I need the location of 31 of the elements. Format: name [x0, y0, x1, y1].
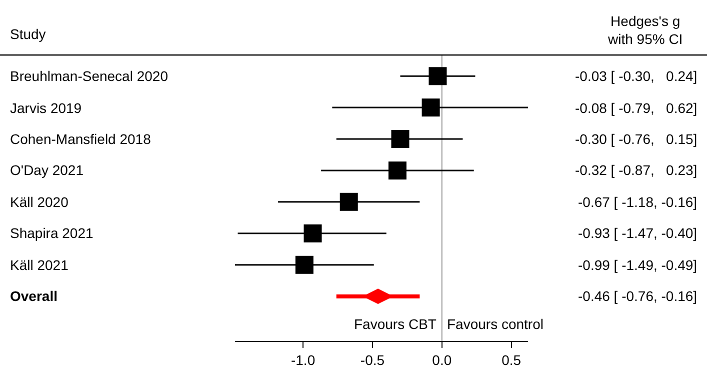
point — [388, 161, 406, 180]
annotation: Favours control — [447, 316, 544, 332]
x-tick-label: -1.0 — [290, 352, 316, 368]
y-tick-label: Breuhlman-Senecal 2020 — [10, 68, 168, 84]
text: -0.03 [ -0.30, 0.24] — [575, 68, 698, 84]
y-axis-title: Study — [10, 26, 46, 42]
y-tick-label: Shapira 2021 — [10, 225, 94, 241]
text: Hedges's g with 95% CI — [607, 13, 683, 48]
y-tick-label: O'Day 2021 — [10, 162, 84, 178]
x-tick-label: -0.5 — [360, 352, 385, 368]
y-tick-label: Käll 2020 — [10, 194, 69, 210]
y-tick-label: Jarvis 2019 — [10, 100, 82, 116]
point — [391, 130, 410, 148]
annotation: Favours CBT — [354, 316, 437, 332]
x-tick-label: 0.0 — [432, 352, 452, 368]
text: -0.32 [ -0.87, 0.23] — [575, 162, 698, 178]
y-tick-label: Käll 2021 — [10, 257, 69, 273]
point — [340, 192, 358, 211]
point — [422, 98, 440, 117]
text: -0.93 [ -1.47, -0.40] — [578, 225, 698, 241]
text: -0.30 [ -0.76, 0.15] — [575, 131, 698, 147]
point — [295, 256, 314, 274]
text: -0.08 [ -0.79, 0.62] — [575, 100, 698, 116]
text: -0.46 [ -0.76, -0.16] — [578, 288, 698, 304]
y-tick-label: Overall — [10, 288, 58, 304]
point — [304, 224, 322, 242]
x-tick-label: 0.5 — [502, 352, 522, 368]
point — [428, 67, 447, 86]
y-tick-label: Cohen-Mansfield 2018 — [10, 131, 152, 147]
text: -0.99 [ -1.49, -0.49] — [578, 257, 698, 273]
text: -0.67 [ -1.18, -0.16] — [578, 194, 698, 210]
